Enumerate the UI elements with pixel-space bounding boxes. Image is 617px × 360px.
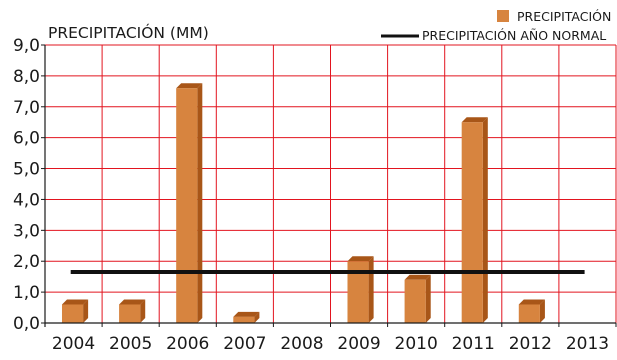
x-tick-label: 2013 [566,334,609,354]
y-tick-label: 8,0 [13,67,40,87]
x-tick-label: 2010 [395,334,438,354]
bar-side [140,299,146,323]
y-axis-title: PRECIPITACIÓN (MM) [48,23,209,42]
legend-label-line: PRECIPITACIÓN AÑO NORMAL [422,28,606,43]
x-tick-label: 2006 [166,334,209,354]
y-tick-label: 6,0 [13,129,40,149]
y-tick-label: 5,0 [13,160,40,180]
bar-side [368,256,374,323]
y-tick-label: 9,0 [13,36,40,56]
bar [119,304,141,323]
y-tick-label: 7,0 [13,98,40,118]
bar [61,304,84,323]
bar-top [119,299,146,305]
bar-top [233,311,260,317]
bar-side [197,83,203,323]
x-tick-label: 2004 [52,334,95,354]
x-tick-label: 2007 [223,334,266,354]
y-tick-label: 2,0 [13,252,40,272]
bar-top [518,299,545,305]
bar [461,122,483,323]
bar [404,279,426,323]
bar-side [482,117,488,323]
bar-side [539,299,545,323]
bar-top [176,83,203,89]
bar-top [61,299,89,305]
bar [518,304,540,323]
x-tick-label: 2009 [337,334,380,354]
bar [233,316,255,323]
x-tick-label: 2012 [509,334,552,354]
legend-label-bar: PRECIPITACIÓN [517,9,611,24]
bar [176,88,198,323]
y-tick-label: 1,0 [13,283,40,303]
y-tick-label: 4,0 [13,190,40,210]
x-tick-label: 2005 [109,334,152,354]
bar-side [254,311,260,323]
y-tick-label: 3,0 [13,221,40,241]
x-tick-label: 2011 [452,334,495,354]
bar-side [83,299,89,323]
bar-top [461,117,488,123]
bar [347,261,369,323]
bar-top [347,256,374,262]
bar-top [404,274,431,280]
bar-side [425,274,431,323]
legend-swatch-bar [497,10,509,22]
x-tick-label: 2008 [280,334,323,354]
y-tick-label: 0,0 [13,314,40,334]
